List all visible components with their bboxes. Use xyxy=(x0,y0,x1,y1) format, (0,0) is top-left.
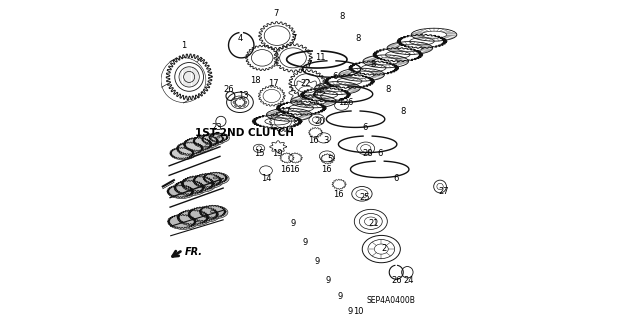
Ellipse shape xyxy=(188,147,192,150)
Text: 9: 9 xyxy=(348,308,353,316)
Ellipse shape xyxy=(186,186,192,189)
Circle shape xyxy=(243,104,245,107)
Ellipse shape xyxy=(195,182,200,185)
Text: 3: 3 xyxy=(323,136,328,145)
Ellipse shape xyxy=(200,205,228,219)
Text: 26: 26 xyxy=(223,85,234,94)
Text: 18: 18 xyxy=(250,76,261,85)
Text: 7: 7 xyxy=(307,60,312,69)
Ellipse shape xyxy=(168,215,198,229)
Text: SEP4A0400B: SEP4A0400B xyxy=(366,296,415,305)
Text: 25: 25 xyxy=(359,193,370,202)
Text: 23: 23 xyxy=(211,123,222,132)
Circle shape xyxy=(239,105,241,108)
Text: 6: 6 xyxy=(363,123,368,132)
Ellipse shape xyxy=(217,137,220,138)
Ellipse shape xyxy=(200,213,206,215)
Text: 4: 4 xyxy=(237,34,243,43)
Text: 1: 1 xyxy=(181,41,187,50)
Text: 6: 6 xyxy=(348,98,353,107)
Text: 9: 9 xyxy=(291,219,296,227)
Text: 5: 5 xyxy=(327,155,332,164)
Text: 9: 9 xyxy=(302,238,307,247)
Circle shape xyxy=(243,98,245,101)
Text: 16: 16 xyxy=(333,190,344,199)
Text: 17: 17 xyxy=(280,108,291,116)
Ellipse shape xyxy=(179,220,184,223)
Text: 20: 20 xyxy=(314,117,324,126)
Text: 13: 13 xyxy=(238,92,248,100)
Ellipse shape xyxy=(202,134,225,145)
Ellipse shape xyxy=(195,143,200,145)
Ellipse shape xyxy=(180,152,184,154)
Text: 26: 26 xyxy=(391,276,401,285)
Text: 8: 8 xyxy=(400,108,405,116)
Text: 16: 16 xyxy=(289,165,300,174)
Text: 9: 9 xyxy=(337,292,342,300)
Text: 28: 28 xyxy=(362,149,373,158)
Text: FR.: FR. xyxy=(185,247,203,256)
Circle shape xyxy=(235,98,237,101)
Text: 16: 16 xyxy=(321,165,332,174)
Ellipse shape xyxy=(210,133,230,143)
Ellipse shape xyxy=(211,138,214,140)
Text: 9: 9 xyxy=(314,257,319,266)
Circle shape xyxy=(235,104,237,107)
Circle shape xyxy=(244,101,247,104)
Ellipse shape xyxy=(205,179,210,182)
Text: 16: 16 xyxy=(280,165,291,174)
Text: 9: 9 xyxy=(326,276,331,285)
Text: 2: 2 xyxy=(381,244,386,253)
Text: 21: 21 xyxy=(368,219,379,227)
Text: 1ST-2ND CLUTCH: 1ST-2ND CLUTCH xyxy=(195,128,294,137)
Text: 6: 6 xyxy=(333,72,338,81)
Text: 7: 7 xyxy=(273,9,279,18)
Text: 6: 6 xyxy=(378,149,383,158)
Ellipse shape xyxy=(182,176,216,193)
Ellipse shape xyxy=(190,216,196,219)
Ellipse shape xyxy=(204,140,208,142)
Ellipse shape xyxy=(193,135,220,148)
Text: 16: 16 xyxy=(308,136,319,145)
Text: 12: 12 xyxy=(338,98,348,107)
Text: 22: 22 xyxy=(300,79,311,88)
Text: 11: 11 xyxy=(316,53,326,62)
Ellipse shape xyxy=(188,207,220,222)
Circle shape xyxy=(239,97,241,100)
Text: 8: 8 xyxy=(371,60,376,69)
Text: 24: 24 xyxy=(403,276,413,285)
Ellipse shape xyxy=(170,148,196,160)
Ellipse shape xyxy=(168,185,196,198)
Text: 19: 19 xyxy=(272,149,282,158)
Text: 10: 10 xyxy=(353,308,364,316)
Text: 27: 27 xyxy=(438,187,449,196)
Text: 14: 14 xyxy=(261,174,272,183)
Text: 17: 17 xyxy=(268,79,278,88)
Text: 6: 6 xyxy=(393,174,398,183)
Text: 15: 15 xyxy=(254,149,264,158)
Ellipse shape xyxy=(211,211,215,213)
Ellipse shape xyxy=(178,190,182,192)
Text: 8: 8 xyxy=(385,85,391,94)
Text: 8: 8 xyxy=(339,12,344,21)
Circle shape xyxy=(233,101,236,104)
Text: 7: 7 xyxy=(291,34,297,43)
Ellipse shape xyxy=(213,177,218,179)
Ellipse shape xyxy=(193,174,223,189)
Ellipse shape xyxy=(184,137,214,152)
Ellipse shape xyxy=(177,142,205,156)
Text: 8: 8 xyxy=(355,34,361,43)
Ellipse shape xyxy=(177,210,211,226)
Ellipse shape xyxy=(204,173,229,185)
Ellipse shape xyxy=(175,181,207,196)
